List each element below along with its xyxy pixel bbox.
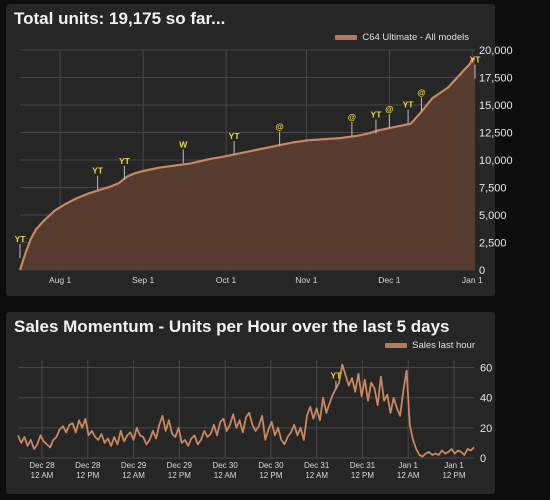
annotation-label: @ [348,112,356,122]
y-tick-label: 7,500 [479,183,507,195]
annotation-label: YT [470,55,482,65]
annotation-label: YT [403,100,415,110]
x-tick-label-day: Dec 29 [167,461,193,470]
x-tick-label: Oct 1 [216,275,237,285]
annotation-label: YT [92,166,104,176]
total-units-legend[interactable]: C64 Ultimate - All models [335,32,469,43]
y-tick-label: 0 [479,265,485,277]
x-tick-label-day: Dec 28 [75,461,101,470]
y-tick-label: 5,000 [479,210,507,222]
x-tick-label: Aug 1 [49,275,71,285]
x-tick-label-day: Dec 31 [350,461,376,470]
sales-line [17,363,475,458]
sales-momentum-legend[interactable]: Sales last hour [385,340,475,351]
y-tick-label: 0 [480,453,486,465]
annotation-label: YT [119,156,131,166]
x-tick-label-time: 12 PM [442,471,465,480]
x-tick-label-day: Jan 1 [444,461,464,470]
annotation-label: @ [417,88,425,98]
annotation-label: @ [275,122,283,132]
legend-swatch [335,35,358,40]
annotation-label: @ [385,104,393,114]
x-tick-label: Sep 1 [132,275,154,285]
total-units-panel: Total units: 19,175 so far... C64 Ultima… [6,4,513,296]
x-tick-label-day: Jan 1 [398,461,418,470]
legend-label: Sales last hour [412,340,475,351]
x-tick-label-day: Dec 29 [121,461,147,470]
x-tick-label-day: Dec 28 [29,461,55,470]
x-tick-label-day: Dec 30 [212,461,238,470]
legend-label: C64 Ultimate - All models [362,32,469,43]
y-tick-label: 20 [480,423,492,435]
legend-swatch [385,343,408,348]
total-units-chart[interactable]: 0 2,500 5,000 7,500 10,000 12,500 15,000 17,500… [6,4,513,296]
annotation-label: YT [371,110,383,120]
sales-momentum-panel: Sales Momentum - Units per Hour over the… [6,312,495,494]
y-tick-label: 12,500 [479,128,513,140]
y-tick-label: 60 [480,363,492,375]
cumulative-line [18,58,475,271]
x-tick-label-time: 12 PM [351,471,374,480]
annotation-label: W [179,139,188,149]
x-tick-label: Nov 1 [295,275,317,285]
x-tick-label-time: 12 AM [122,471,145,480]
sales-momentum-title: Sales Momentum - Units per Hour over the… [14,317,450,336]
y-tick-label: 20,000 [479,45,513,57]
y-tick-label: 2,500 [479,238,507,250]
x-tick-label-day: Dec 31 [304,461,330,470]
x-tick-label-day: Dec 30 [258,461,284,470]
x-tick-label-time: 12 PM [168,471,191,480]
x-tick-label-time: 12 AM [305,471,328,480]
y-tick-label: 17,500 [479,73,513,85]
annotation-label: YT [15,234,27,244]
y-tick-label: 10,000 [479,155,513,167]
y-tick-label: 40 [480,393,492,405]
y-tick-label: 15,000 [479,100,513,112]
annotation-label: YT [330,371,342,381]
total-units-title: Total units: 19,175 so far... [14,9,226,28]
x-tick-label-time: 12 PM [259,471,282,480]
x-tick-label-time: 12 PM [76,471,99,480]
annotation-label: YT [229,131,241,141]
x-tick-label-time: 12 AM [397,471,420,480]
cumulative-area [20,59,475,270]
x-tick-label-time: 12 AM [31,471,54,480]
x-tick-label: Jan 1 [462,275,483,285]
x-tick-label: Dec 1 [378,275,400,285]
x-tick-label-time: 12 AM [214,471,237,480]
